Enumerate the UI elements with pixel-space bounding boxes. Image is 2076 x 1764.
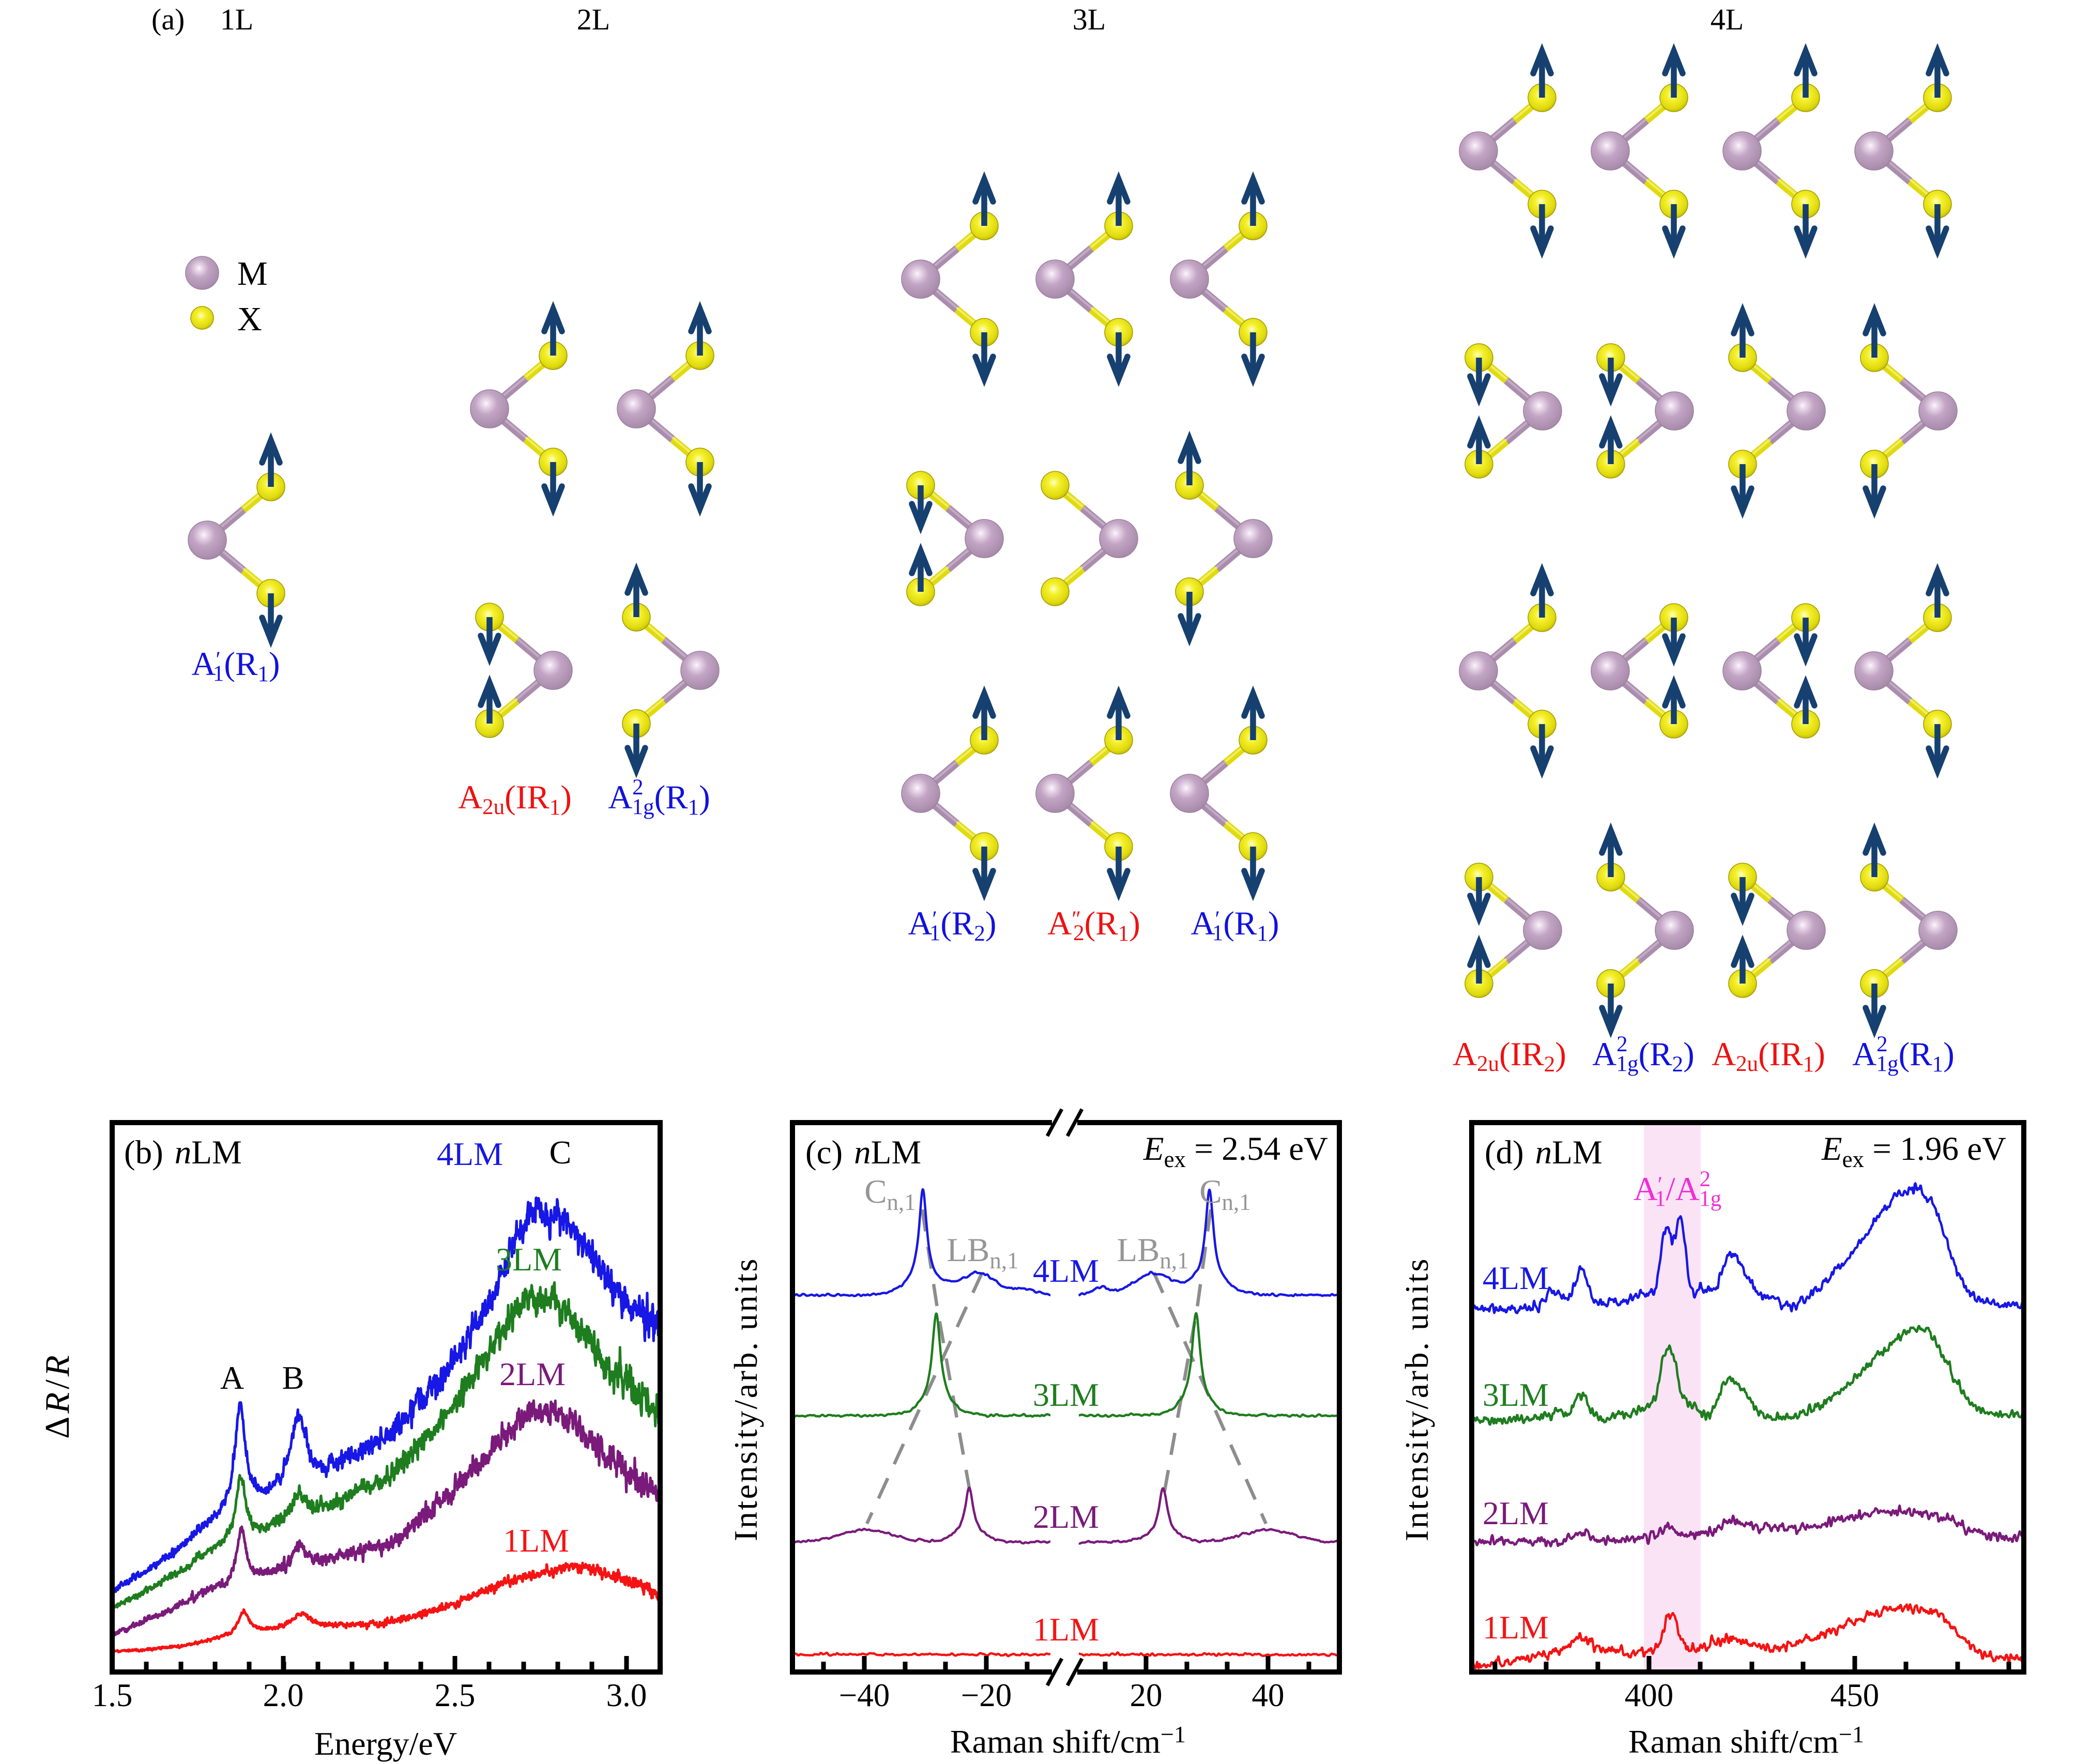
svg-text:4LM: 4LM	[437, 1136, 503, 1172]
svg-text:LBn,1: LBn,1	[1117, 1232, 1188, 1274]
svg-text:A′1(R1): A′ 1(R1)	[191, 646, 280, 686]
svg-text:400: 400	[1625, 1677, 1674, 1713]
svg-text:A2u(IR1): A2u(IR1)	[1712, 1036, 1825, 1077]
svg-text:Intensity/arb. units: Intensity/arb. units	[1398, 1257, 1435, 1541]
svg-text:LBn,1: LBn,1	[947, 1232, 1018, 1274]
svg-text:Raman shift/cm−1: Raman shift/cm−1	[1628, 1721, 1864, 1760]
svg-text:(b)nLM: (b) nLM	[124, 1134, 242, 1171]
svg-text:A″2(R1): A″ 2(R1)	[1047, 905, 1140, 946]
svg-text:1.5: 1.5	[92, 1677, 133, 1713]
svg-text:M: M	[237, 255, 268, 293]
svg-text:40: 40	[1252, 1677, 1285, 1713]
svg-text:ΔR/R: ΔR/R	[38, 1352, 77, 1439]
svg-text:(d)nLM: (d) nLM	[1485, 1134, 1602, 1171]
svg-text:20: 20	[1130, 1677, 1163, 1713]
svg-text:4LM: 4LM	[1483, 1260, 1549, 1296]
svg-text:C: C	[549, 1134, 572, 1171]
svg-text:A′1(R1): A′ 1(R1)	[1190, 905, 1279, 946]
svg-text:A′1(R2): A′ 1(R2)	[908, 905, 996, 946]
svg-text:3LM: 3LM	[1033, 1376, 1099, 1413]
svg-text:2.0: 2.0	[263, 1677, 304, 1713]
svg-text:(c)nLM: (c) nLM	[805, 1134, 921, 1171]
svg-text:(a): (a)	[151, 3, 185, 36]
svg-text:Eex = 2.54 eV: Eex = 2.54 eV	[1143, 1130, 1328, 1172]
svg-text:Cn,1: Cn,1	[864, 1173, 916, 1215]
svg-text:3.0: 3.0	[606, 1677, 647, 1713]
svg-text:2LM: 2LM	[1033, 1498, 1099, 1535]
svg-text:−40: −40	[839, 1677, 890, 1713]
svg-text:1LM: 1LM	[503, 1522, 569, 1559]
svg-text:A2u(IR1): A2u(IR1)	[458, 779, 572, 820]
svg-text:Intensity/arb. units: Intensity/arb. units	[727, 1257, 764, 1541]
svg-text:1LM: 1LM	[1033, 1611, 1099, 1648]
svg-text:1LM: 1LM	[1483, 1609, 1549, 1646]
svg-text:2L: 2L	[577, 3, 610, 36]
svg-text:−20: −20	[961, 1677, 1012, 1713]
svg-text:X: X	[237, 300, 262, 338]
svg-text:4LM: 4LM	[1033, 1252, 1099, 1289]
svg-text:Eex = 1.96 eV: Eex = 1.96 eV	[1821, 1130, 2006, 1172]
svg-text:3LM: 3LM	[496, 1241, 562, 1278]
svg-text:B: B	[282, 1359, 304, 1396]
svg-text:Energy/eV: Energy/eV	[314, 1725, 457, 1762]
svg-text:1L: 1L	[220, 3, 253, 36]
svg-text:4L: 4L	[1711, 3, 1744, 36]
svg-text:450: 450	[1830, 1677, 1880, 1713]
svg-text:2LM: 2LM	[1483, 1495, 1549, 1531]
svg-text:3LM: 3LM	[1483, 1376, 1549, 1413]
svg-text:Raman shift/cm−1: Raman shift/cm−1	[950, 1721, 1186, 1760]
svg-text:2LM: 2LM	[499, 1356, 566, 1392]
svg-text:3L: 3L	[1073, 3, 1106, 36]
svg-text:Cn,1: Cn,1	[1199, 1173, 1251, 1215]
svg-text:2.5: 2.5	[435, 1677, 476, 1713]
svg-text:A: A	[220, 1359, 244, 1396]
svg-text:A2u(IR2): A2u(IR2)	[1453, 1036, 1566, 1077]
